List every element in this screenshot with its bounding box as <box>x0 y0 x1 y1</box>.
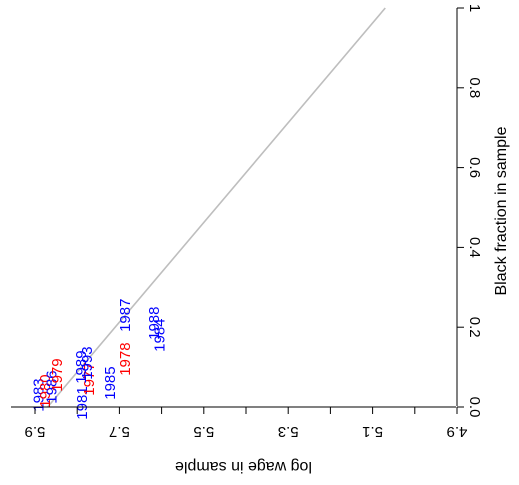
x-tick-label: 5.1 <box>362 423 383 440</box>
point-label: 1984 <box>152 318 169 351</box>
x-tick-label: 5.9 <box>25 423 46 440</box>
point-label: 1989 <box>73 350 90 383</box>
point-label: 1983 <box>31 378 48 411</box>
point-label: 1987 <box>117 299 134 332</box>
y-tick-label: 0.0 <box>466 397 483 418</box>
point-label: 1980 <box>37 374 54 407</box>
y-tick-label: 0.4 <box>466 237 483 258</box>
point-label: 1979 <box>49 358 66 391</box>
y-tick-label: 0.8 <box>466 77 483 98</box>
y-tick-label: 0.2 <box>466 317 483 338</box>
y-axis-title: Black fraction in sample <box>493 126 510 295</box>
point-label: 1978 <box>117 342 134 375</box>
point-label: 1988 <box>146 307 163 340</box>
y-axis-ticks: 0.0 0.2 0.4 0.6 0.8 1 <box>457 4 483 418</box>
reference-line <box>47 7 386 408</box>
point-label: 1993 <box>79 346 96 379</box>
point-label: 1985 <box>102 366 119 399</box>
x-axis-ticks: 5.9 5.7 5.5 5.3 5.1 4.9 <box>25 407 468 440</box>
y-tick-label: 0.6 <box>466 157 483 178</box>
x-tick-label: 5.5 <box>193 423 214 440</box>
x-tick-label: 4.9 <box>447 423 468 440</box>
x-axis-title: log wage in sample <box>175 458 312 475</box>
y-tick-label: 1 <box>466 4 483 12</box>
point-label: 1986 <box>43 370 60 403</box>
point-label: 1981 <box>74 386 91 419</box>
point-label: 1977 <box>81 362 98 395</box>
x-tick-label: 5.7 <box>109 423 130 440</box>
x-tick-label: 5.3 <box>278 423 299 440</box>
